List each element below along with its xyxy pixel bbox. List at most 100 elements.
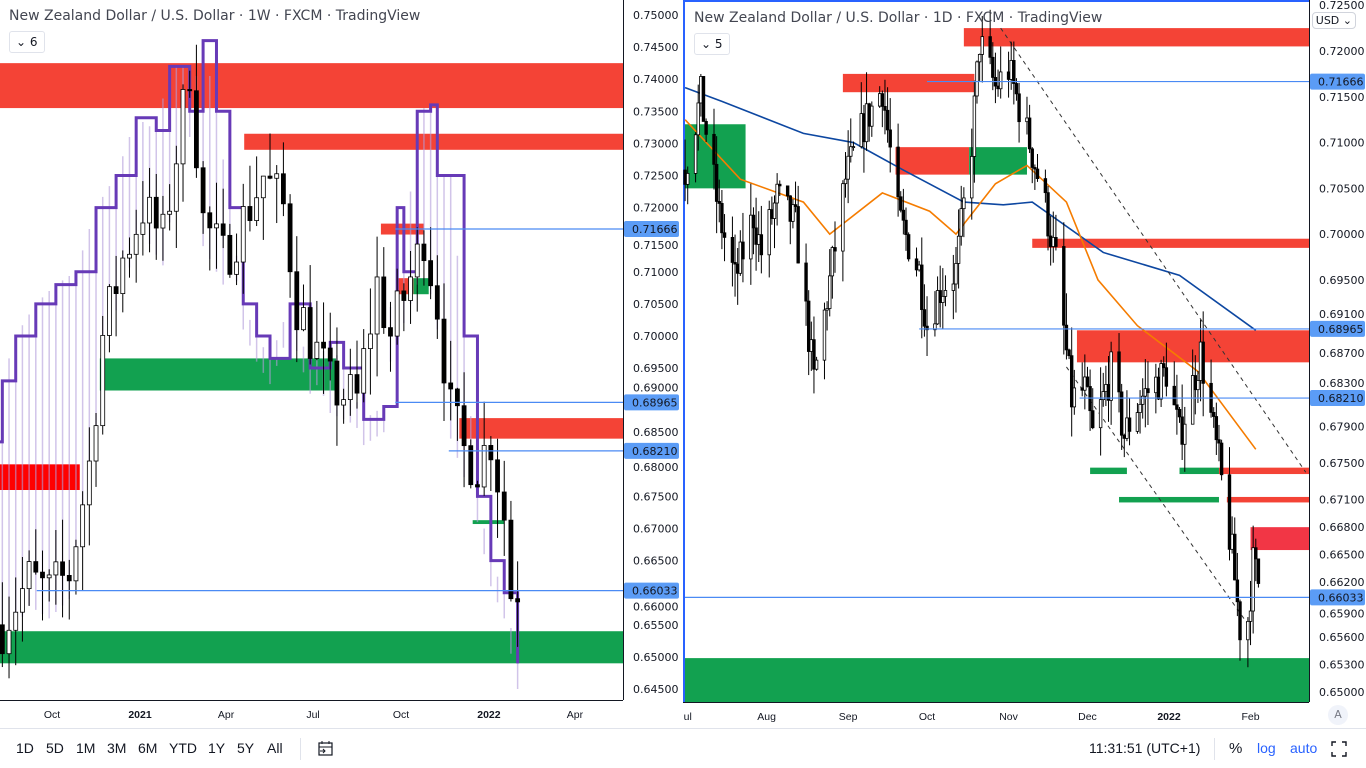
clock[interactable]: 11:31:51 (UTC+1) bbox=[1089, 740, 1201, 756]
candle-down[interactable] bbox=[996, 85, 1000, 90]
candle-up[interactable] bbox=[6, 629, 12, 655]
candle-down[interactable] bbox=[354, 374, 360, 394]
candle-up[interactable] bbox=[970, 156, 974, 199]
supply-zone[interactable] bbox=[0, 464, 80, 491]
candle-down[interactable] bbox=[1030, 148, 1034, 168]
candle-down[interactable] bbox=[194, 90, 199, 169]
candle-down[interactable] bbox=[1017, 93, 1021, 123]
candle-up[interactable] bbox=[1051, 237, 1055, 247]
candle-down[interactable] bbox=[1117, 351, 1121, 393]
candle-down[interactable] bbox=[200, 167, 206, 214]
candle-up[interactable] bbox=[809, 339, 814, 352]
indicator-line[interactable] bbox=[0, 39, 520, 664]
candle-down[interactable] bbox=[1175, 404, 1179, 410]
candle-down[interactable] bbox=[812, 339, 816, 370]
candle-down[interactable] bbox=[1033, 167, 1037, 170]
candle-up[interactable] bbox=[1135, 412, 1140, 432]
candle-down[interactable] bbox=[1217, 439, 1221, 444]
candle-down[interactable] bbox=[1067, 349, 1071, 357]
candle-down[interactable] bbox=[1122, 434, 1126, 439]
candle-up[interactable] bbox=[877, 93, 882, 107]
candle-down[interactable] bbox=[515, 598, 521, 603]
candle-up[interactable] bbox=[767, 209, 771, 256]
candle-down[interactable] bbox=[227, 234, 233, 275]
candle-up[interactable] bbox=[1246, 620, 1250, 641]
candle-up[interactable] bbox=[374, 276, 380, 335]
candle-down[interactable] bbox=[495, 459, 500, 493]
log-toggle[interactable]: log bbox=[1257, 740, 1276, 756]
fullscreen-icon[interactable] bbox=[1331, 741, 1347, 757]
demand-zone[interactable] bbox=[1179, 467, 1219, 475]
candle-down[interactable] bbox=[904, 219, 908, 235]
range-6m[interactable]: 6M bbox=[138, 740, 158, 756]
candle-up[interactable] bbox=[696, 102, 700, 136]
candle-down[interactable] bbox=[187, 89, 193, 92]
candle-up[interactable] bbox=[1198, 341, 1203, 381]
candle-up[interactable] bbox=[147, 196, 152, 224]
candle-down[interactable] bbox=[1172, 385, 1176, 406]
candle-up[interactable] bbox=[234, 261, 239, 275]
candle-down[interactable] bbox=[1177, 408, 1182, 418]
range-1m[interactable]: 1M bbox=[76, 740, 96, 756]
candle-down[interactable] bbox=[806, 300, 811, 352]
candle-down[interactable] bbox=[508, 519, 514, 600]
demand-zone[interactable] bbox=[413, 278, 429, 295]
candle-up[interactable] bbox=[757, 234, 761, 245]
candle-down[interactable] bbox=[899, 196, 903, 211]
candle-up[interactable] bbox=[814, 359, 819, 370]
candle-down[interactable] bbox=[735, 263, 740, 274]
candle-down[interactable] bbox=[267, 175, 273, 179]
candle-up[interactable] bbox=[314, 341, 320, 359]
candle-up[interactable] bbox=[180, 89, 186, 165]
range-5y[interactable]: 5Y bbox=[237, 740, 255, 756]
demand-zone[interactable] bbox=[1119, 496, 1219, 503]
candle-down[interactable] bbox=[60, 561, 65, 576]
candle-down[interactable] bbox=[1164, 367, 1169, 387]
indicators-legend-toggle[interactable]: ⌄ 5 bbox=[694, 33, 730, 55]
candle-down[interactable] bbox=[925, 325, 929, 331]
candle-down[interactable] bbox=[381, 276, 387, 329]
candle-up[interactable] bbox=[414, 243, 420, 278]
candle-up[interactable] bbox=[1072, 387, 1077, 408]
candle-up[interactable] bbox=[133, 233, 139, 255]
candle-down[interactable] bbox=[920, 264, 924, 311]
range-3m[interactable]: 3M bbox=[107, 740, 127, 756]
candle-down[interactable] bbox=[896, 146, 900, 198]
trendline[interactable] bbox=[1000, 27, 1307, 473]
candle-down[interactable] bbox=[759, 234, 764, 256]
supply-zone[interactable] bbox=[1226, 496, 1309, 503]
candle-down[interactable] bbox=[901, 209, 906, 221]
demand-zone[interactable] bbox=[0, 631, 623, 664]
candle-up[interactable] bbox=[26, 561, 32, 590]
candle-down[interactable] bbox=[1254, 547, 1258, 560]
supply-zone[interactable] bbox=[1250, 527, 1309, 551]
candle-down[interactable] bbox=[1193, 375, 1197, 391]
candle-down[interactable] bbox=[1064, 324, 1069, 351]
candle-down[interactable] bbox=[1156, 376, 1161, 400]
candle-up[interactable] bbox=[1138, 403, 1142, 413]
candle-up[interactable] bbox=[120, 257, 126, 295]
candle-down[interactable] bbox=[712, 133, 716, 165]
supply-zone[interactable] bbox=[0, 63, 623, 109]
candle-up[interactable] bbox=[933, 323, 937, 331]
candle-up[interactable] bbox=[870, 105, 874, 127]
candle-up[interactable] bbox=[954, 263, 958, 285]
candle-up[interactable] bbox=[738, 241, 743, 274]
supply-zone[interactable] bbox=[895, 147, 970, 175]
candle-up[interactable] bbox=[977, 53, 982, 63]
candle-down[interactable] bbox=[1162, 363, 1166, 369]
candle-up[interactable] bbox=[1104, 384, 1108, 392]
candle-down[interactable] bbox=[1027, 117, 1032, 150]
candle-down[interactable] bbox=[207, 212, 213, 229]
candle-down[interactable] bbox=[717, 201, 721, 204]
candle-up[interactable] bbox=[775, 183, 779, 204]
candle-down[interactable] bbox=[0, 624, 5, 655]
candle-down[interactable] bbox=[1256, 558, 1261, 584]
candle-down[interactable] bbox=[1046, 192, 1050, 237]
candle-up[interactable] bbox=[951, 283, 956, 291]
candle-down[interactable] bbox=[434, 285, 440, 320]
candle-down[interactable] bbox=[454, 388, 460, 407]
candle-down[interactable] bbox=[788, 195, 792, 222]
candle-down[interactable] bbox=[867, 103, 871, 127]
candle-up[interactable] bbox=[347, 374, 353, 400]
